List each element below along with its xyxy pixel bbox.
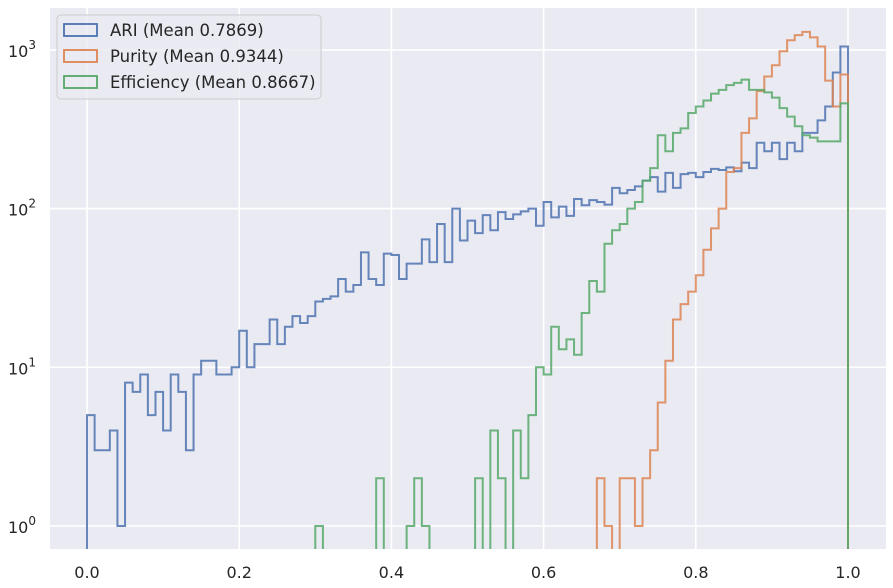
legend-label: ARI (Mean 0.7869) [110, 21, 264, 40]
legend-label: Purity (Mean 0.9344) [110, 47, 284, 66]
legend: ARI (Mean 0.7869) Purity (Mean 0.9344) Eff… [56, 14, 322, 100]
x-tick-label: 1.0 [835, 563, 860, 582]
bottom-mask [0, 549, 893, 588]
x-tick-label: 0.6 [531, 563, 556, 582]
x-tick-label: 0.2 [226, 563, 251, 582]
y-tick-label: 102 [8, 197, 36, 220]
series-0-step-line [86, 45, 849, 551]
y-tick-label: 101 [8, 355, 36, 378]
y-axis-tick-labels: 100 101 102 103 [8, 38, 36, 537]
histogram-series [0, 30, 893, 588]
y-tick-label: 100 [8, 514, 36, 537]
x-tick-label: 0.4 [379, 563, 404, 582]
legend-swatch [63, 23, 98, 37]
x-tick-label: 0.0 [74, 563, 99, 582]
x-tick-label: 0.8 [683, 563, 708, 582]
legend-label: Efficiency (Mean 0.8667) [110, 73, 316, 92]
legend-box [56, 14, 322, 100]
legend-swatch [63, 49, 98, 63]
legend-swatch [63, 75, 98, 89]
y-tick-label: 103 [8, 38, 36, 61]
x-axis-tick-labels: 0.0 0.2 0.4 0.6 0.8 1.0 [74, 563, 860, 582]
